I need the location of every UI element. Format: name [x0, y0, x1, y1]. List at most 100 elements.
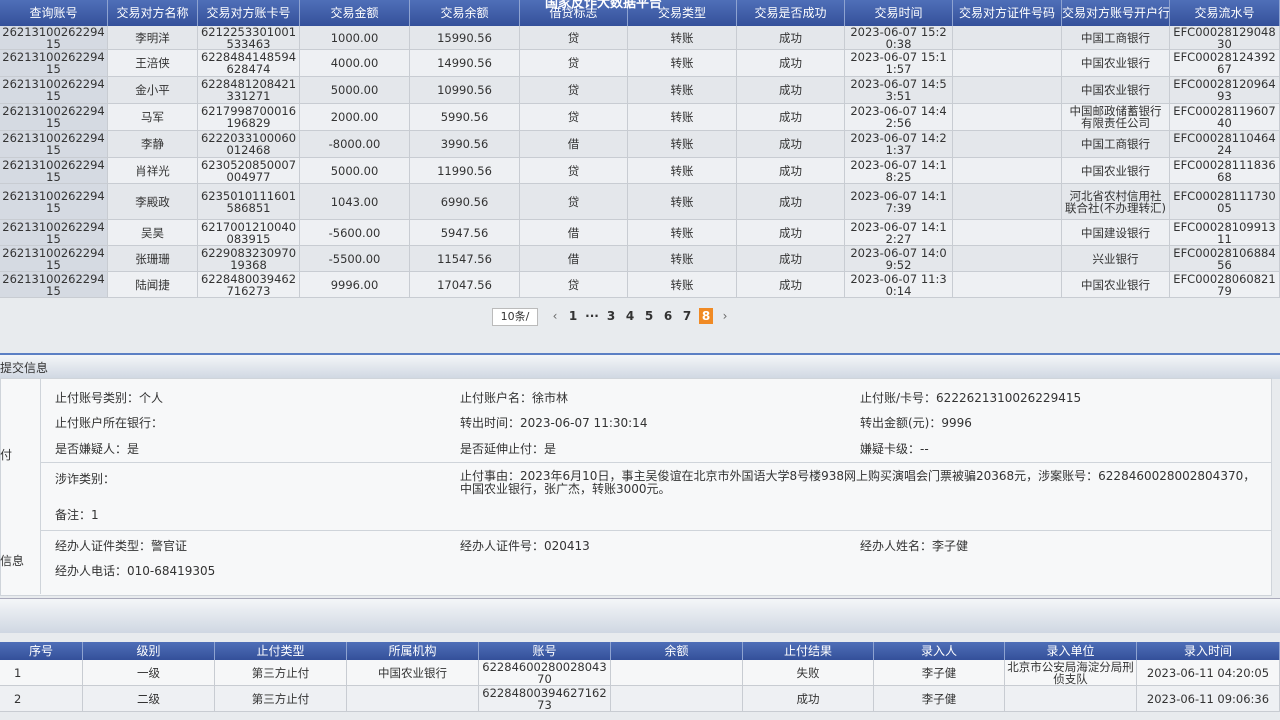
column-header: 录入人	[874, 642, 1005, 660]
table-cell: 转账	[628, 50, 737, 77]
table-cell: 李子健	[874, 660, 1005, 686]
column-header: 录入时间	[1137, 642, 1280, 660]
table-cell: 陆闻捷	[108, 272, 198, 298]
side-label: 付	[0, 448, 13, 462]
form-field: 经办人证件类型：警官证	[55, 539, 188, 553]
table-cell: 2023-06-07 14:12:27	[845, 220, 953, 246]
table-cell: 李明洋	[108, 26, 198, 50]
section-title: 提交信息	[0, 361, 49, 375]
table-cell: 9996.00	[300, 272, 410, 298]
form-field: 转出金额(元)：9996	[860, 416, 972, 430]
column-header: 交易是否成功	[737, 0, 845, 26]
table-cell: 622908323097019368	[198, 246, 300, 272]
column-header: 借贷标志	[520, 0, 628, 26]
table-cell: 成功	[743, 686, 874, 712]
table-cell: 转账	[628, 184, 737, 220]
form-field: 止付账户名：徐市林	[460, 391, 569, 405]
column-header: 交易对方名称	[108, 0, 198, 26]
table-cell: 14990.56	[410, 50, 520, 77]
page-button[interactable]: 1	[568, 309, 578, 323]
table-cell: 4000.00	[300, 50, 410, 77]
page-button[interactable]: 5	[644, 309, 654, 323]
table-cell: 成功	[737, 77, 845, 104]
table-cell	[953, 246, 1062, 272]
form-panel	[0, 378, 1272, 596]
table-cell: 成功	[737, 26, 845, 50]
table-cell: 贷	[520, 158, 628, 184]
table-cell: 李静	[108, 131, 198, 158]
table-cell: 5000.00	[300, 77, 410, 104]
prev-page[interactable]: ‹	[552, 309, 558, 323]
page-button[interactable]: 4	[625, 309, 635, 323]
table-cell: 中国农业银行	[1062, 158, 1170, 184]
table-cell: 6990.56	[410, 184, 520, 220]
table-cell: 中国农业银行	[1062, 272, 1170, 298]
page-button[interactable]: 6	[663, 309, 673, 323]
table-cell: EFC0002810991311	[1170, 220, 1280, 246]
table-cell: 2023-06-07 14:42:56	[845, 104, 953, 131]
table-cell	[953, 77, 1062, 104]
platform-title: 国家反诈大数据平台	[545, 0, 663, 11]
table-cell: 6230520850007004977	[198, 158, 300, 184]
table-cell: 6228481208421331271	[198, 77, 300, 104]
table-cell: 11990.56	[410, 158, 520, 184]
table-cell: 2023-06-07 15:20:38	[845, 26, 953, 50]
column-header: 交易对方账号开户行	[1062, 0, 1170, 26]
table-cell: 2023-06-11 04:20:05	[1137, 660, 1280, 686]
table-cell: 2023-06-07 14:09:52	[845, 246, 953, 272]
column-header: 所属机构	[347, 642, 479, 660]
table-cell: 11547.56	[410, 246, 520, 272]
page-button[interactable]: ···	[585, 309, 599, 323]
table-cell: 贷	[520, 272, 628, 298]
table-cell: 2621310026229415	[0, 104, 108, 131]
next-page[interactable]: ›	[722, 309, 728, 323]
form-field: 嫌疑卡级：--	[860, 442, 929, 456]
table-cell: 借	[520, 131, 628, 158]
table-cell	[953, 220, 1062, 246]
table-cell: 北京市公安局海淀分局刑侦支队	[1005, 660, 1137, 686]
table-cell: 2621310026229415	[0, 272, 108, 298]
table-cell: 转账	[628, 220, 737, 246]
table-cell: 2000.00	[300, 104, 410, 131]
column-header: 止付类型	[215, 642, 347, 660]
table-cell: 成功	[737, 246, 845, 272]
table-cell: 5990.56	[410, 104, 520, 131]
table-cell: 5947.56	[410, 220, 520, 246]
form-field: 是否延伸止付：是	[460, 442, 557, 456]
table-cell: 中国邮政储蓄银行有限责任公司	[1062, 104, 1170, 131]
table-cell: 成功	[737, 220, 845, 246]
page-button[interactable]: 3	[606, 309, 616, 323]
table-cell: 中国农业银行	[1062, 50, 1170, 77]
page-button[interactable]: 8	[699, 308, 713, 324]
column-header: 级别	[83, 642, 215, 660]
column-header: 序号	[0, 642, 83, 660]
table-cell: 兴业银行	[1062, 246, 1170, 272]
table-cell: 借	[520, 220, 628, 246]
page-size-select[interactable]: 10条/	[492, 308, 538, 326]
table-cell: 转账	[628, 246, 737, 272]
table-cell: 肖祥光	[108, 158, 198, 184]
form-field: 止付账号类别：个人	[55, 391, 164, 405]
form-field: 转出时间：2023-06-07 11:30:14	[460, 416, 648, 430]
table-cell: 1000.00	[300, 26, 410, 50]
column-header: 交易对方账卡号	[198, 0, 300, 26]
page-button[interactable]: 7	[682, 309, 692, 323]
table-cell	[953, 184, 1062, 220]
table-cell: 转账	[628, 158, 737, 184]
table-cell: 6217001210040083915	[198, 220, 300, 246]
table-cell: 成功	[737, 104, 845, 131]
table-cell: 金小平	[108, 77, 198, 104]
table-cell	[953, 104, 1062, 131]
table-cell: EFC0002811183668	[1170, 158, 1280, 184]
table-cell: 张珊珊	[108, 246, 198, 272]
table-cell: 成功	[737, 131, 845, 158]
table-cell: 贷	[520, 50, 628, 77]
table-cell: 王涪侠	[108, 50, 198, 77]
table-cell: 6228484148594628474	[198, 50, 300, 77]
table-cell: 2	[0, 686, 83, 712]
table-cell: EFC0002811960740	[1170, 104, 1280, 131]
column-header: 止付结果	[743, 642, 874, 660]
form-field: 涉诈类别：	[55, 472, 116, 486]
section-bar	[0, 598, 1280, 633]
table-cell	[611, 660, 743, 686]
